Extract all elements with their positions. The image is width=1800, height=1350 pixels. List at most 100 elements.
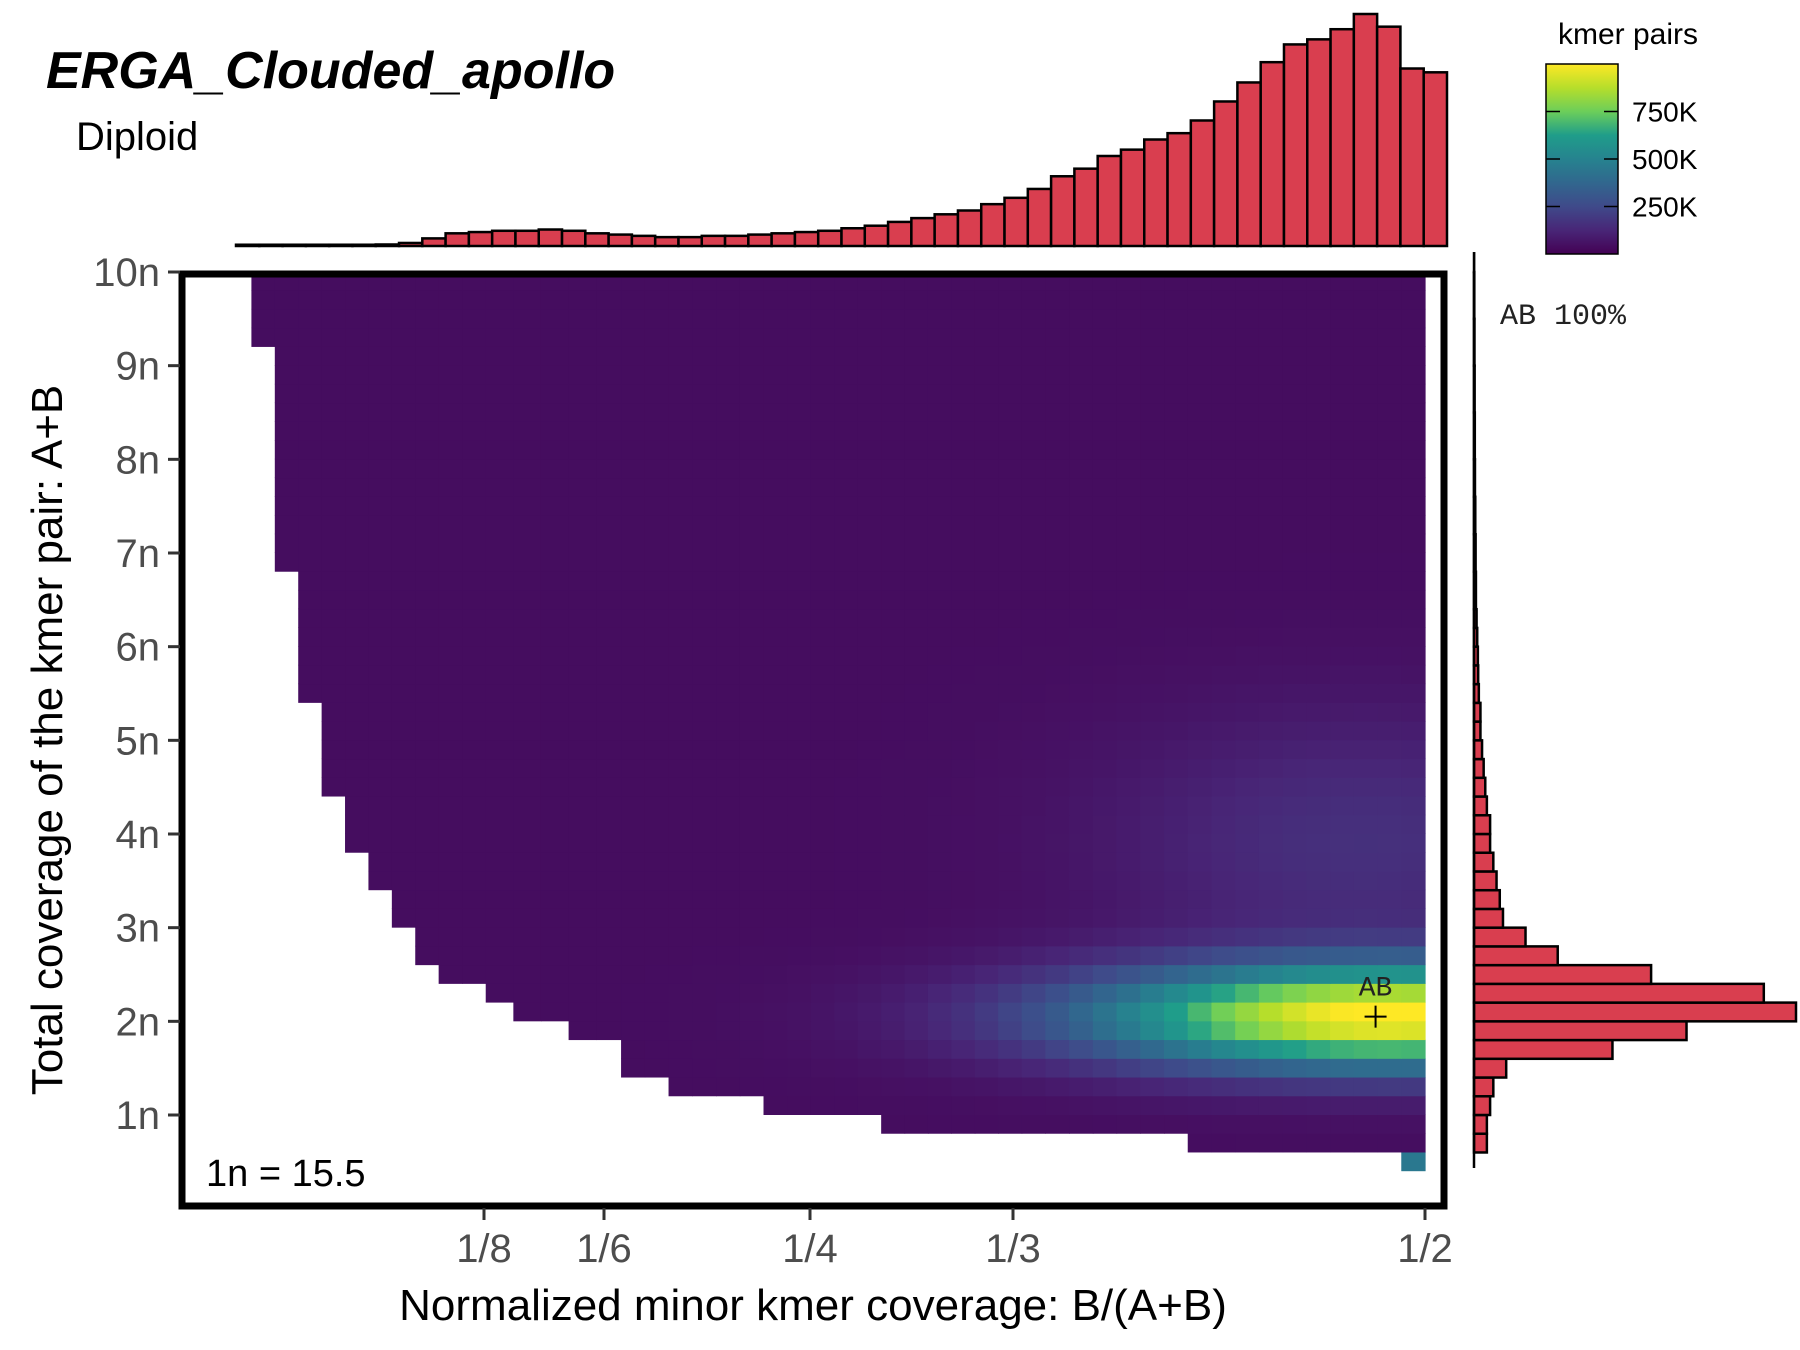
heatmap-cell [596, 721, 622, 741]
heatmap-cell [716, 533, 741, 553]
heatmap-cell [1187, 702, 1213, 722]
heatmap-cell [485, 814, 514, 834]
heatmap-cell [1045, 440, 1070, 460]
heatmap-cell [1353, 646, 1379, 666]
heatmap-cell [1069, 664, 1094, 685]
heatmap-cell [881, 608, 906, 628]
heatmap-cell [1116, 627, 1141, 647]
heatmap-cell [857, 1095, 882, 1115]
heatmap-cell [621, 758, 646, 778]
heatmap-cell [1258, 608, 1284, 628]
heatmap-cell [857, 552, 882, 572]
heatmap-cell [763, 927, 788, 947]
heatmap-cell [1045, 646, 1070, 666]
heatmap-cell [668, 477, 693, 497]
top-marginal-histogram [234, 12, 1449, 248]
heatmap-cell [998, 496, 1023, 516]
heatmap-cell [857, 833, 882, 853]
heatmap-cell [787, 402, 812, 422]
heatmap-cell [1330, 1058, 1355, 1078]
heatmap-cell [692, 1020, 717, 1041]
heatmap-cell [904, 758, 929, 778]
heatmap-cell [345, 290, 370, 310]
heatmap-cell [568, 383, 597, 404]
heatmap-cell [485, 608, 514, 628]
heatmap-cell [1116, 365, 1141, 385]
top-hist-bar [886, 220, 913, 248]
heatmap-cell [513, 346, 542, 366]
heatmap-cell [1187, 870, 1213, 891]
heatmap-cell [321, 514, 346, 535]
heatmap-cell [787, 721, 812, 741]
heatmap-cell [927, 795, 952, 816]
heatmap-cell [415, 327, 440, 347]
heatmap-cell [739, 1076, 765, 1097]
heatmap-cell [692, 945, 717, 966]
heatmap-cell [1258, 1058, 1284, 1078]
heatmap-cell [438, 552, 463, 572]
heatmap-cell [415, 477, 440, 497]
heatmap-cell [739, 833, 765, 853]
heatmap-cell [1377, 402, 1402, 422]
heatmap-cell [739, 852, 765, 872]
heatmap-cell [881, 346, 906, 366]
heatmap-cell [1401, 365, 1426, 385]
heatmap-cell [415, 927, 440, 947]
heatmap-cell [857, 758, 882, 778]
heatmap-cell [998, 1095, 1023, 1115]
heatmap-cell [668, 514, 693, 535]
heatmap-cell [692, 702, 717, 722]
heatmap-cell [438, 589, 463, 610]
heatmap-cell [568, 458, 597, 479]
heatmap-cell [596, 552, 622, 572]
heatmap-cell [1306, 927, 1331, 947]
heatmap-cell [1092, 589, 1118, 610]
heatmap-cell [1377, 552, 1402, 572]
heatmap-cell [1306, 683, 1331, 703]
heatmap-cell [1116, 1002, 1141, 1022]
right-hist-bar [1472, 870, 1498, 892]
heatmap-cell [345, 833, 370, 853]
right-hist-bar [1472, 1132, 1489, 1154]
heatmap-cell [1306, 777, 1331, 797]
heatmap-cell [1045, 589, 1070, 610]
heatmap-cell [1377, 383, 1402, 404]
heatmap-cell [438, 365, 463, 385]
heatmap-cell [644, 683, 670, 703]
heatmap-cell [1092, 852, 1118, 872]
heatmap-cell [1164, 945, 1189, 966]
heatmap-cell [485, 833, 514, 853]
heatmap-cell [1069, 290, 1094, 310]
heatmap-cell [787, 383, 812, 404]
heatmap-cell [692, 683, 717, 703]
heatmap-cell [345, 308, 370, 329]
heatmap-cell [1045, 927, 1070, 947]
heatmap-cell [1306, 1114, 1331, 1134]
heatmap-cell [1258, 870, 1284, 891]
heatmap-cell [1140, 421, 1165, 441]
heatmap-cell [1021, 552, 1046, 572]
heatmap-cell [1164, 402, 1189, 422]
heatmap-cell [668, 683, 693, 703]
heatmap-cell [1401, 589, 1426, 610]
heatmap-cell [1211, 608, 1236, 628]
heatmap-cell [1282, 1076, 1307, 1097]
heatmap-cell [621, 870, 646, 891]
heatmap-cell [1306, 402, 1331, 422]
heatmap-cell [692, 458, 717, 479]
heatmap-cell [787, 533, 812, 553]
heatmap-cell [368, 533, 393, 553]
heatmap-cell [739, 777, 765, 797]
heatmap-cell [621, 927, 646, 947]
heatmap-cell [596, 889, 622, 909]
heatmap-cell [298, 627, 323, 647]
x-tick-label: 1/6 [576, 1227, 632, 1271]
top-hist-bar [840, 227, 867, 248]
top-hist-bar [1399, 67, 1425, 248]
heatmap-cell [881, 814, 906, 834]
heatmap-cell [644, 1039, 670, 1059]
heatmap-cell [692, 908, 717, 928]
heatmap-cell [1401, 889, 1426, 909]
heatmap-cell [974, 477, 999, 497]
heatmap-cell [568, 571, 597, 591]
